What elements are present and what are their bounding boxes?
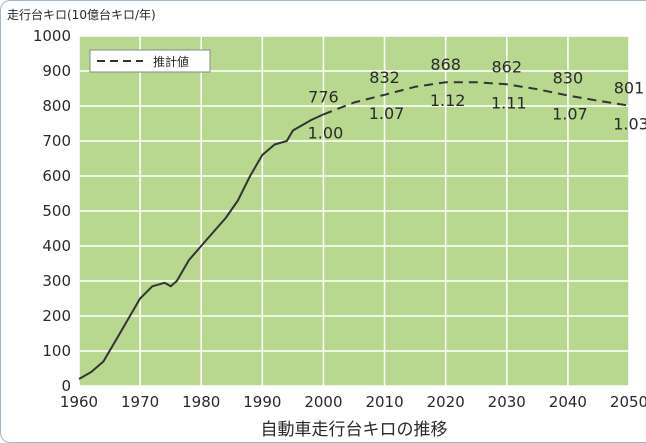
x-tick-label: 1990 bbox=[243, 393, 281, 411]
y-tick-label: 500 bbox=[42, 202, 71, 220]
value-label: 832 bbox=[369, 68, 400, 87]
x-axis-ticks: 1960 1970 1980 1990 2000 2010 2020 2030 2040 2050 bbox=[60, 393, 646, 411]
x-tick-label: 2020 bbox=[427, 393, 465, 411]
value-label: 862 bbox=[492, 57, 523, 76]
ratio-label: 1.00 bbox=[308, 123, 344, 142]
point-labels: 776 1.00 832 1.07 868 1.12 862 1.11 830 1.07 801 1.… bbox=[308, 55, 646, 142]
y-axis-ticks: 0 100 200 300 400 500 600 700 800 900 1000 bbox=[33, 27, 71, 395]
value-label: 776 bbox=[308, 87, 339, 106]
gridlines bbox=[78, 35, 630, 387]
y-tick-label: 100 bbox=[42, 342, 71, 360]
y-tick-label: 700 bbox=[42, 132, 71, 150]
ratio-label: 1.12 bbox=[430, 91, 466, 110]
y-tick-label: 800 bbox=[42, 97, 71, 115]
ratio-label: 1.07 bbox=[369, 104, 405, 123]
x-tick-label: 2030 bbox=[488, 393, 526, 411]
legend-box bbox=[89, 49, 211, 73]
value-label: 830 bbox=[553, 69, 584, 88]
legend-label-estimate: 推計値 bbox=[153, 54, 189, 69]
x-tick-label: 2010 bbox=[365, 393, 403, 411]
value-label: 868 bbox=[430, 55, 461, 74]
x-tick-label: 1980 bbox=[182, 393, 220, 411]
y-tick-label: 0 bbox=[61, 377, 71, 395]
actual-series-line bbox=[78, 113, 324, 380]
ratio-label: 1.11 bbox=[491, 93, 527, 112]
ratio-label: 1.03 bbox=[613, 115, 646, 134]
y-tick-label: 300 bbox=[42, 272, 71, 290]
y-tick-label: 1000 bbox=[33, 27, 71, 45]
y-axis-unit-label: 走行台キロ(10億台キロ/年) bbox=[7, 7, 156, 22]
x-tick-label: 1960 bbox=[60, 393, 98, 411]
chart-caption: 自動車走行台キロの推移 bbox=[261, 420, 448, 440]
estimate-series-line bbox=[323, 81, 630, 116]
y-tick-label: 600 bbox=[42, 167, 71, 185]
x-tick-label: 1970 bbox=[121, 393, 159, 411]
series-lines bbox=[78, 81, 630, 380]
y-tick-label: 400 bbox=[42, 237, 71, 255]
x-tick-label: 2040 bbox=[549, 393, 587, 411]
value-label: 801 bbox=[614, 79, 645, 98]
y-tick-label: 200 bbox=[42, 307, 71, 325]
legend: 推計値 bbox=[89, 49, 211, 73]
ratio-label: 1.07 bbox=[552, 105, 588, 124]
x-tick-label: 2000 bbox=[304, 393, 342, 411]
x-tick-label: 2050 bbox=[610, 393, 646, 411]
y-tick-label: 900 bbox=[42, 62, 71, 80]
